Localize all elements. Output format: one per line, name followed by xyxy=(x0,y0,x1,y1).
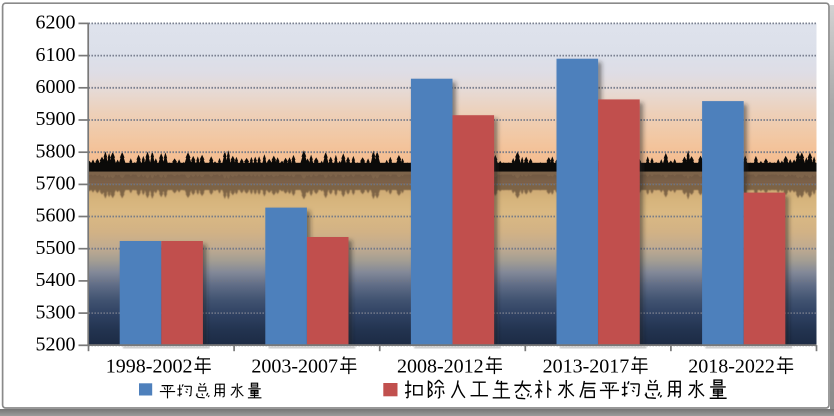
svg-text:2013-2017: 2013-2017 xyxy=(543,355,630,377)
svg-text:2008-2012: 2008-2012 xyxy=(397,355,484,377)
svg-text:5300: 5300 xyxy=(36,301,76,323)
svg-text:5400: 5400 xyxy=(36,269,76,291)
svg-text:5800: 5800 xyxy=(36,140,76,162)
svg-text:1998-2002: 1998-2002 xyxy=(106,355,193,377)
svg-text:6200: 6200 xyxy=(36,12,76,34)
svg-text:5200: 5200 xyxy=(36,334,76,356)
svg-text:5700: 5700 xyxy=(36,173,76,195)
svg-text:2018-2022: 2018-2022 xyxy=(688,355,775,377)
svg-text:5600: 5600 xyxy=(36,205,76,227)
svg-text:5900: 5900 xyxy=(36,108,76,130)
svg-text:6000: 6000 xyxy=(36,76,76,98)
svg-text:6100: 6100 xyxy=(36,44,76,66)
svg-text:2003-2007: 2003-2007 xyxy=(251,355,338,377)
svg-text:5500: 5500 xyxy=(36,237,76,259)
